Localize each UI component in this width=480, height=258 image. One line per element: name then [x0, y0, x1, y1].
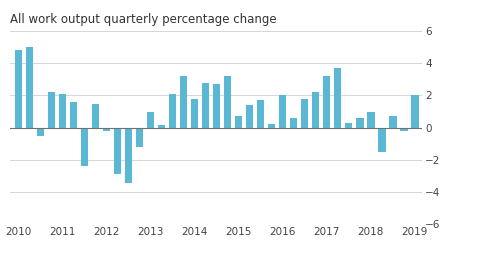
Bar — [191, 99, 198, 128]
Bar — [367, 111, 374, 128]
Bar — [345, 123, 352, 128]
Bar — [312, 92, 320, 128]
Bar — [25, 47, 33, 128]
Bar — [14, 50, 22, 128]
Bar — [257, 100, 264, 128]
Bar — [70, 102, 77, 128]
Bar — [202, 83, 209, 128]
Bar — [279, 95, 287, 128]
Bar — [356, 118, 363, 128]
Bar — [59, 94, 66, 128]
Bar — [147, 111, 155, 128]
Bar — [36, 128, 44, 136]
Bar — [389, 116, 396, 128]
Bar — [180, 76, 187, 128]
Bar — [323, 76, 331, 128]
Bar — [81, 128, 88, 166]
Bar — [301, 99, 309, 128]
Bar — [125, 128, 132, 183]
Bar — [136, 128, 144, 147]
Bar — [168, 94, 176, 128]
Bar — [378, 128, 385, 152]
Bar — [224, 76, 231, 128]
Text: All work output quarterly percentage change: All work output quarterly percentage cha… — [10, 13, 276, 26]
Bar — [213, 84, 220, 128]
Bar — [400, 128, 408, 131]
Bar — [290, 118, 298, 128]
Bar — [103, 128, 110, 131]
Bar — [92, 103, 99, 128]
Bar — [114, 128, 121, 174]
Bar — [268, 125, 276, 128]
Bar — [235, 116, 242, 128]
Bar — [246, 105, 253, 128]
Bar — [334, 68, 341, 128]
Bar — [411, 95, 419, 128]
Bar — [48, 92, 55, 128]
Bar — [157, 125, 166, 128]
